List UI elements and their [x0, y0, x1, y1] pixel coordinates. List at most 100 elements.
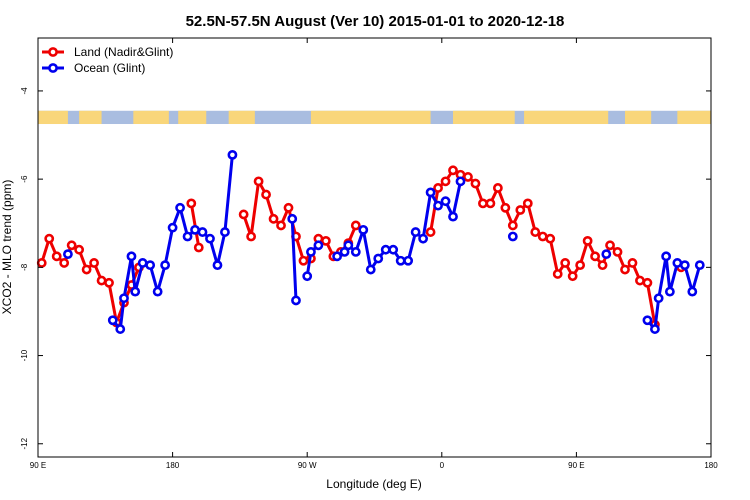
- data-point: [605, 240, 615, 251]
- plot-frame: [37, 37, 712, 458]
- series-line: [111, 154, 234, 331]
- data-point: [107, 315, 118, 326]
- data-point: [440, 176, 451, 187]
- data-point: [507, 231, 518, 242]
- x-axis-label: Longitude (deg E): [326, 477, 421, 491]
- y-tick-label: -8: [20, 263, 29, 271]
- data-point: [694, 260, 705, 271]
- series-0: [36, 165, 686, 330]
- data-point: [552, 269, 563, 279]
- series-1: [63, 149, 705, 334]
- data-point: [425, 227, 436, 237]
- data-point: [567, 271, 578, 282]
- data-point: [212, 260, 223, 271]
- data-point: [89, 258, 99, 268]
- x-tick-label: 90 E: [30, 461, 46, 470]
- data-point: [220, 227, 230, 237]
- data-point: [63, 249, 73, 260]
- x-tick-label: 180: [166, 461, 180, 470]
- data-point: [253, 176, 264, 187]
- data-point: [238, 209, 249, 220]
- data-point: [612, 247, 623, 257]
- data-point: [373, 253, 384, 264]
- series-line: [429, 168, 657, 325]
- data-point: [590, 251, 600, 262]
- legend-label: Ocean (Glint): [74, 61, 145, 75]
- data-point: [635, 275, 645, 286]
- data-point: [205, 233, 215, 244]
- plot-area: [36, 149, 705, 334]
- legend-label: Land (Nadir&Glint): [74, 45, 173, 59]
- data-point: [268, 213, 279, 224]
- data-point: [620, 264, 630, 275]
- data-point: [448, 165, 458, 176]
- data-point: [119, 293, 129, 304]
- data-point: [44, 233, 55, 244]
- data-point: [51, 251, 62, 262]
- chart-title: 52.5N-57.5N August (Ver 10) 2015-01-01 t…: [186, 13, 565, 30]
- data-point: [500, 202, 511, 213]
- data-point: [455, 176, 466, 187]
- data-point: [306, 247, 316, 257]
- data-point: [478, 198, 488, 209]
- y-axis: -4 -6 -8 -10 -12: [20, 87, 711, 450]
- data-point: [365, 264, 376, 275]
- map-land: [453, 110, 515, 125]
- legend: Land (Nadir&Glint) Ocean (Glint): [42, 45, 173, 75]
- data-point: [313, 240, 324, 251]
- data-point: [507, 220, 518, 231]
- data-point: [287, 213, 298, 224]
- map-land: [310, 110, 431, 125]
- data-point: [433, 183, 443, 193]
- data-point: [276, 220, 286, 231]
- data-point: [463, 172, 473, 182]
- data-point: [283, 202, 294, 213]
- data-point: [440, 196, 451, 207]
- data-point: [388, 244, 399, 255]
- data-point: [653, 293, 664, 304]
- data-point: [448, 211, 458, 222]
- data-point: [186, 198, 197, 209]
- data-point: [66, 240, 77, 251]
- data-point: [687, 286, 698, 297]
- x-tick-label: 90 W: [298, 461, 317, 470]
- data-point: [302, 271, 313, 282]
- y-tick-label: -4: [20, 87, 29, 95]
- x-tick-label: 90 E: [568, 461, 584, 470]
- data-point: [403, 255, 414, 266]
- data-point: [560, 258, 571, 268]
- data-point: [425, 187, 436, 198]
- data-point: [320, 235, 331, 246]
- data-point: [679, 260, 690, 271]
- data-point: [36, 258, 47, 268]
- data-point: [81, 264, 92, 275]
- map-land: [524, 110, 609, 125]
- y-tick-label: -12: [20, 437, 29, 449]
- data-point: [74, 244, 85, 255]
- data-point: [418, 233, 429, 244]
- y-tick-label: -6: [20, 175, 29, 183]
- data-point: [664, 286, 675, 297]
- map-land: [178, 110, 207, 125]
- data-point: [433, 200, 443, 211]
- data-point: [246, 231, 257, 242]
- data-point: [115, 324, 126, 334]
- data-point: [298, 255, 309, 266]
- data-point: [661, 251, 672, 262]
- data-point: [642, 277, 653, 288]
- data-point: [410, 227, 421, 237]
- map-land: [228, 110, 255, 125]
- data-point: [582, 235, 593, 246]
- data-point: [642, 315, 653, 326]
- map-land: [79, 110, 102, 125]
- data-point: [537, 231, 548, 242]
- data-point: [167, 222, 178, 233]
- map-strip: [38, 110, 711, 125]
- data-point: [193, 242, 204, 253]
- data-point: [175, 202, 185, 213]
- data-point: [261, 189, 271, 200]
- data-point: [332, 251, 343, 262]
- data-point: [137, 258, 148, 268]
- data-point: [650, 324, 660, 334]
